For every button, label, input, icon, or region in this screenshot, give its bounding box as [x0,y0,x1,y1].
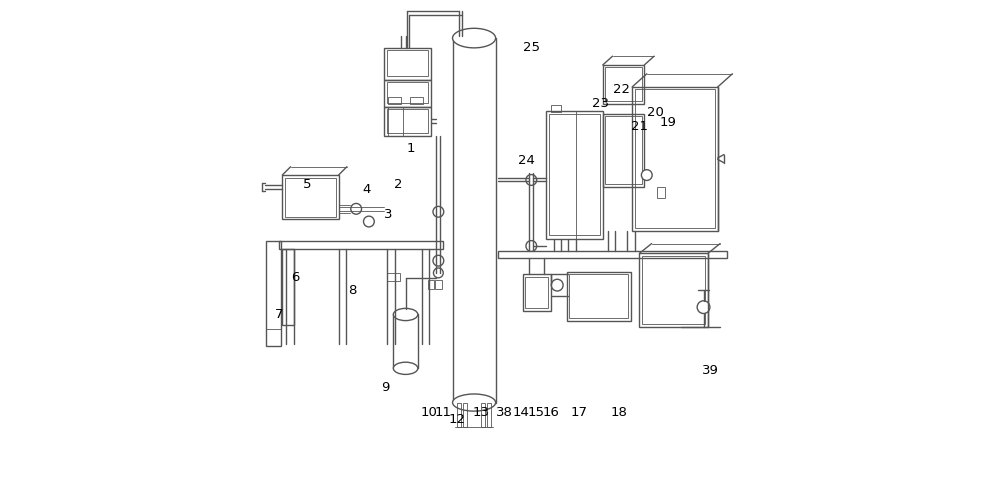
Circle shape [364,216,374,227]
Bar [285,178,336,216]
Text: 23: 23 [592,96,609,110]
Bar [388,97,401,104]
Bar [282,249,294,325]
Bar [549,114,600,235]
Bar [384,80,431,107]
Text: 18: 18 [611,406,628,419]
Bar [639,253,708,327]
Bar [384,107,431,136]
Bar [387,50,428,76]
Bar [428,280,434,289]
Text: 24: 24 [518,154,535,167]
Bar [387,109,428,132]
Text: 1: 1 [407,142,415,154]
Bar [546,112,603,239]
Bar [410,97,423,104]
Text: 15: 15 [528,406,545,419]
Bar [282,175,339,219]
Bar [603,114,644,187]
Bar [569,275,628,318]
Text: 11: 11 [434,406,451,419]
Text: 20: 20 [647,106,664,120]
Text: 39: 39 [702,364,719,377]
Text: 10: 10 [421,406,438,419]
Ellipse shape [393,308,418,321]
Circle shape [551,279,563,291]
Bar [384,48,431,80]
Text: 7: 7 [275,308,283,321]
Bar [266,241,281,346]
Circle shape [526,175,537,185]
Bar [605,67,642,101]
Circle shape [697,301,710,313]
Ellipse shape [393,362,418,374]
Bar [498,251,727,258]
Text: 16: 16 [542,406,559,419]
Circle shape [433,268,443,278]
Bar [657,187,665,198]
Bar [642,256,705,324]
Bar [453,38,496,402]
Bar [387,82,428,103]
Text: 2: 2 [394,178,403,191]
Bar [435,280,442,289]
Bar [523,275,551,311]
Text: 9: 9 [381,381,389,395]
Circle shape [433,206,444,217]
Bar [481,402,485,427]
Text: 38: 38 [496,406,513,419]
Text: 12: 12 [449,413,466,426]
Bar [551,105,561,113]
Text: 14: 14 [513,406,529,419]
Bar [387,273,400,281]
Bar [632,87,718,231]
Text: 3: 3 [384,208,393,221]
Text: 13: 13 [473,406,490,419]
Bar [463,402,467,427]
Text: 6: 6 [291,271,300,284]
Text: 19: 19 [660,116,677,129]
Bar [393,314,418,369]
Bar [567,272,631,321]
Text: 17: 17 [570,406,587,419]
Circle shape [433,255,444,266]
Bar [603,65,644,104]
Circle shape [526,241,537,251]
Text: 22: 22 [613,83,630,96]
Bar [635,90,715,228]
Text: 21: 21 [631,120,648,133]
Circle shape [351,203,362,214]
Ellipse shape [453,394,496,411]
Bar [525,277,548,308]
Bar [605,116,642,184]
Circle shape [641,170,652,181]
Ellipse shape [453,29,496,48]
Text: 25: 25 [523,41,540,54]
Bar [457,402,461,427]
Text: 8: 8 [348,283,356,297]
Bar [279,241,443,249]
Text: 5: 5 [303,178,311,191]
Bar [487,402,491,427]
Text: 4: 4 [362,183,371,196]
